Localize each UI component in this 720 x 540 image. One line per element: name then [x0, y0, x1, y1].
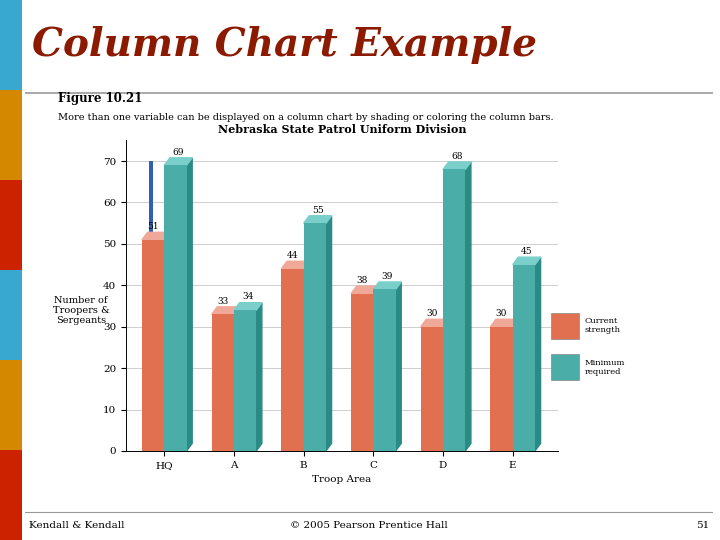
Polygon shape	[326, 216, 331, 451]
Bar	[0, 360, 22, 450]
Text: 68: 68	[451, 152, 463, 161]
Polygon shape	[256, 303, 262, 451]
Text: 51: 51	[148, 222, 159, 231]
Text: 55: 55	[312, 206, 323, 214]
Bar	[164, 165, 186, 451]
Polygon shape	[443, 319, 449, 451]
Text: 38: 38	[356, 276, 368, 285]
Bar	[0, 180, 22, 270]
Polygon shape	[282, 261, 310, 269]
Text: 44: 44	[287, 251, 298, 260]
Polygon shape	[164, 232, 170, 451]
Polygon shape	[490, 319, 518, 327]
Bar	[142, 240, 164, 451]
Polygon shape	[465, 162, 471, 451]
Polygon shape	[420, 319, 449, 327]
Text: 39: 39	[382, 272, 393, 281]
Bar	[0, 270, 22, 360]
Polygon shape	[351, 286, 379, 294]
Text: Minimum
required: Minimum required	[585, 359, 625, 376]
Polygon shape	[164, 158, 192, 165]
Polygon shape	[396, 282, 401, 451]
Polygon shape	[234, 307, 240, 451]
Polygon shape	[142, 232, 170, 240]
Polygon shape	[374, 282, 401, 289]
Text: More than one variable can be displayed on a column chart by shading or coloring: More than one variable can be displayed …	[58, 112, 553, 122]
Bar	[149, 161, 153, 451]
Bar	[282, 269, 304, 451]
Text: Number of
Troopers &
Sergeants: Number of Troopers & Sergeants	[53, 295, 109, 326]
Text: Current
strength: Current strength	[585, 317, 621, 334]
Bar	[0, 450, 22, 540]
Bar	[212, 314, 234, 451]
Polygon shape	[443, 162, 471, 170]
Text: 45: 45	[521, 247, 533, 256]
Polygon shape	[304, 216, 331, 223]
Bar	[551, 313, 579, 339]
Polygon shape	[304, 261, 310, 451]
Text: 34: 34	[242, 293, 253, 301]
Text: 30: 30	[426, 309, 438, 318]
Text: © 2005 Pearson Prentice Hall: © 2005 Pearson Prentice Hall	[290, 521, 448, 530]
Text: Column Chart Example: Column Chart Example	[32, 26, 537, 64]
Bar	[513, 265, 535, 451]
Text: Kendall & Kendall: Kendall & Kendall	[29, 521, 124, 530]
Polygon shape	[513, 257, 541, 265]
Bar	[551, 354, 579, 380]
Text: 69: 69	[173, 147, 184, 157]
Title: Nebraska State Patrol Uniform Division: Nebraska State Patrol Uniform Division	[217, 124, 467, 136]
Bar	[443, 170, 465, 451]
Text: 33: 33	[217, 296, 228, 306]
Bar	[374, 289, 396, 451]
X-axis label: Troop Area: Troop Area	[312, 475, 372, 484]
Polygon shape	[212, 307, 240, 314]
Bar	[0, 0, 22, 90]
Polygon shape	[535, 257, 541, 451]
Bar	[234, 310, 256, 451]
Bar	[0, 90, 22, 180]
Bar	[304, 223, 326, 451]
Polygon shape	[374, 286, 379, 451]
Text: 51: 51	[696, 521, 709, 530]
Text: Figure 10.21: Figure 10.21	[58, 92, 142, 105]
Text: 30: 30	[496, 309, 508, 318]
Bar	[490, 327, 513, 451]
Bar	[351, 294, 374, 451]
Polygon shape	[234, 303, 262, 310]
Polygon shape	[513, 319, 518, 451]
Bar	[420, 327, 443, 451]
Polygon shape	[186, 158, 192, 451]
